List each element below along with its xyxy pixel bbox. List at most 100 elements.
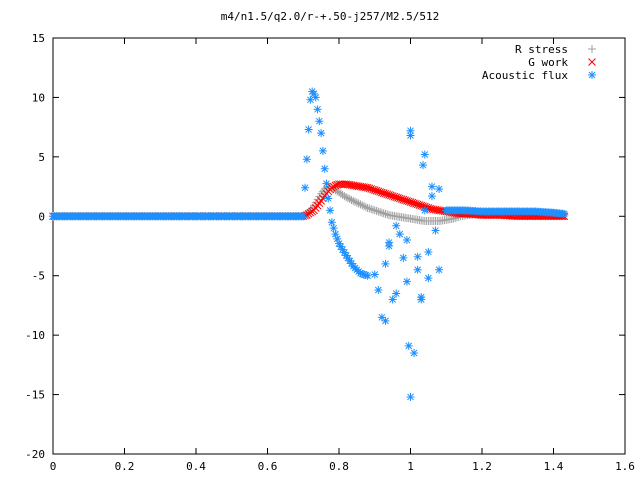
series-point [435,184,444,193]
legend-marker-symbol [588,58,596,66]
series-point [302,155,311,164]
series-point [342,193,351,202]
series-point [358,201,367,210]
series-point [306,95,315,104]
series-point [406,392,415,401]
series-point [360,270,369,279]
y-tick-label: -15 [25,389,45,402]
y-tick-label: -5 [32,270,45,283]
series-point [358,269,367,278]
legend-marker-symbol [588,45,596,53]
series-point [379,209,388,218]
series-point [417,295,426,304]
series-point [311,93,320,102]
series-point [315,117,324,126]
series-point [392,221,401,230]
series-point [345,256,354,265]
series-point [351,197,360,206]
legend-marker-symbol [588,71,596,79]
series-point [363,271,372,280]
series-point [331,230,340,239]
marks [49,87,569,401]
series-point [435,265,444,274]
chart-title: m4/n1.5/q2.0/r-+.50-j257/M2.5/512 [221,10,440,23]
series-point [313,105,322,114]
series-point [370,206,379,215]
series-point [354,199,363,208]
series-point [377,208,386,217]
series-point [343,194,352,203]
series-point [383,210,392,219]
y-tick-label: 15 [32,32,45,45]
series-point [304,125,313,134]
series-point [352,198,361,207]
series-point [427,182,436,191]
series-point [343,254,352,263]
x-tick-label: 1.6 [615,460,635,473]
series-point [377,313,386,322]
series-point [367,205,376,214]
series-point [320,164,329,173]
series-point [381,259,390,268]
series-point [419,161,428,170]
series-point [424,274,433,283]
series-point [406,126,415,135]
series-point [381,209,390,218]
series-point [333,234,342,243]
y-tick-label: -20 [25,448,45,461]
series-point [424,247,433,256]
x-tick-label: 1.2 [472,460,492,473]
series-point [322,179,331,188]
series-point [299,212,308,221]
series-point [361,203,370,212]
series-point [406,131,415,140]
series-point [420,206,429,215]
x-tick-label: 1 [407,460,414,473]
axes: 0 0.2 0.4 0.6 0.8 1 1.2 1.4 1.6 15 10 5 0 -5 -10 -15 -20 [25,32,635,473]
series-point [324,194,333,203]
series-point [361,271,370,280]
series-point [392,289,401,298]
series-point [347,195,356,204]
y-tick-label: 10 [32,91,45,104]
series-point [420,150,429,159]
series-point [374,207,383,216]
series-point [356,200,365,209]
series-point [309,89,318,98]
series-point [410,348,419,357]
series-point [399,253,408,262]
x-tick-label: 0.6 [258,460,278,473]
y-tick-label: 5 [38,151,45,164]
series-point [449,214,458,223]
legend-label: Acoustic flux [482,69,568,82]
series-point [340,192,349,201]
series-point [374,285,383,294]
series-point [349,196,358,205]
series-point [338,245,347,254]
series-point [381,316,390,325]
series-point [326,206,335,215]
series-point [335,239,343,248]
series-point [301,183,310,192]
series-point [318,146,327,155]
legend-marker [588,71,596,79]
series-point [413,265,422,274]
series-point [336,242,345,251]
series-point [317,129,326,138]
series-point [385,238,394,247]
series-point [376,208,385,217]
series-point [413,252,422,261]
series-point [345,195,354,204]
y-tick-label: 0 [38,210,45,223]
series-point [404,341,413,350]
y-tick-label: -10 [25,329,45,342]
series-point [388,295,397,304]
x-tick-label: 1.4 [544,460,564,473]
series-point [342,251,351,260]
series-point [356,269,365,278]
series-point [370,270,379,279]
series-point [395,230,404,239]
series-point [368,205,377,214]
